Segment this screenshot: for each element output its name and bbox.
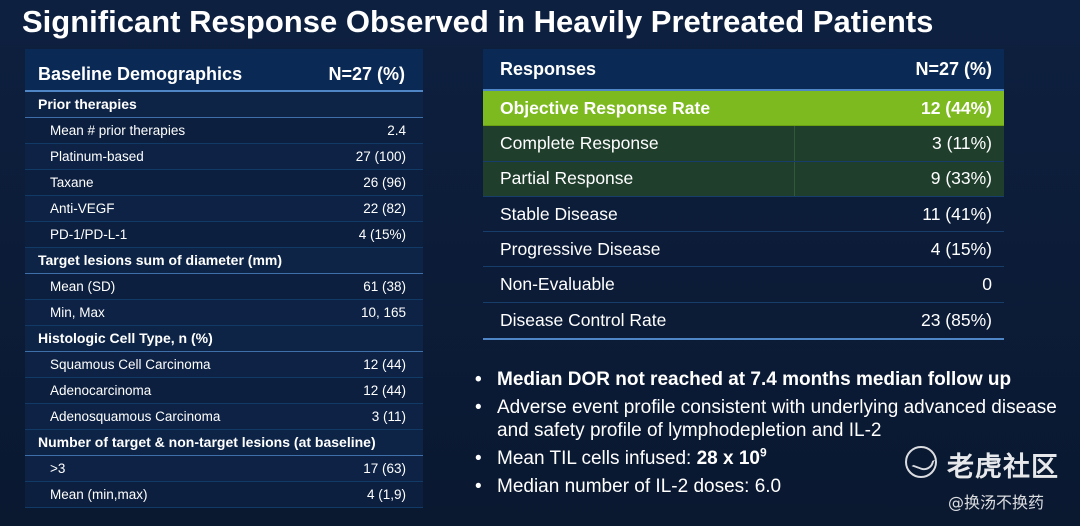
demographics-header: Baseline Demographics N=27 (%) — [25, 49, 423, 92]
watermark-handle: @换汤不换药 — [948, 493, 1045, 512]
responses-table: Responses N=27 (%) Objective Response Ra… — [483, 49, 1004, 341]
bullet-til-value: 28 x 109 — [696, 445, 767, 469]
table-row: PD-1/PD-L-1 4 (15%) — [25, 222, 423, 248]
row-value: 61 (38) — [363, 279, 406, 294]
baseline-demographics-table: Baseline Demographics N=27 (%) Prior the… — [25, 49, 423, 508]
row-value: 4 (1,9) — [366, 487, 406, 502]
row-label: Adenosquamous Carcinoma — [50, 409, 221, 424]
row-label: Stable Disease — [500, 203, 618, 224]
til-value-exponent: 9 — [760, 445, 767, 460]
row-value: 22 (82) — [363, 201, 406, 216]
row-value: 3 (11) — [371, 409, 406, 424]
row-value: 4 (15%) — [930, 238, 992, 259]
responses-header: Responses N=27 (%) — [483, 49, 1004, 91]
progressive-disease-row: Progressive Disease 4 (15%) — [483, 232, 1004, 268]
row-value: 3 (11%) — [932, 132, 992, 153]
table-row: Squamous Cell Carcinoma 12 (44) — [25, 352, 423, 378]
table-row: Adenocarcinoma 12 (44) — [25, 378, 423, 404]
section-target-lesions: Target lesions sum of diameter (mm) — [25, 248, 423, 274]
bullet-til-prefix: Mean TIL cells infused: — [497, 448, 697, 469]
row-value: 12 (44%) — [920, 97, 992, 118]
row-value: 2.4 — [387, 123, 406, 138]
bullet-il2-doses: Median number of IL-2 doses: 6.0 — [475, 475, 1075, 498]
row-label: PD-1/PD-L-1 — [50, 227, 128, 242]
row-label: Partial Response — [500, 168, 634, 189]
key-findings-list: Median DOR not reached at 7.4 months med… — [475, 368, 1075, 503]
row-label: Mean # prior therapies — [50, 123, 186, 138]
row-label: Complete Response — [500, 132, 659, 153]
section-lesion-count: Number of target & non-target lesions (a… — [25, 430, 423, 456]
row-value: 12 (44) — [363, 357, 406, 372]
stable-disease-row: Stable Disease 11 (41%) — [483, 197, 1004, 233]
partial-response-row: Partial Response 9 (33%) — [483, 161, 1004, 197]
row-value: 27 (100) — [355, 149, 406, 164]
row-label: Mean (min,max) — [50, 487, 148, 502]
row-label: Adenocarcinoma — [50, 383, 152, 398]
table-row: Platinum-based 27 (100) — [25, 144, 423, 170]
watermark-brand: 老虎社区 — [947, 452, 1059, 483]
row-value: 11 (41%) — [922, 203, 992, 224]
row-value: 17 (63) — [363, 461, 406, 476]
row-label: Non-Evaluable — [500, 274, 615, 295]
table-row: Mean (min,max) 4 (1,9) — [25, 482, 423, 508]
row-value: 0 — [982, 274, 992, 295]
row-label: Progressive Disease — [500, 238, 661, 259]
disease-control-rate-row: Disease Control Rate 23 (85%) — [483, 303, 1004, 338]
section-prior-therapies: Prior therapies — [25, 92, 423, 118]
complete-response-row: Complete Response 3 (11%) — [483, 126, 1004, 162]
responses-header-label: Responses — [500, 58, 597, 79]
row-label: Squamous Cell Carcinoma — [50, 357, 211, 372]
slide-title: Significant Response Observed in Heavily… — [22, 4, 934, 39]
bullet-adverse-events: Adverse event profile consistent with un… — [475, 396, 1075, 442]
row-label: Disease Control Rate — [500, 309, 667, 330]
table-row: Adenosquamous Carcinoma 3 (11) — [25, 404, 423, 430]
table-row: Mean # prior therapies 2.4 — [25, 118, 423, 144]
bullet-median-dor: Median DOR not reached at 7.4 months med… — [475, 368, 1075, 391]
table-row: Mean (SD) 61 (38) — [25, 274, 423, 300]
row-value: 23 (85%) — [920, 309, 992, 330]
section-histologic-cell-type: Histologic Cell Type, n (%) — [25, 326, 423, 352]
demographics-header-label: Baseline Demographics — [38, 64, 243, 84]
til-value-base: 28 x 10 — [696, 448, 761, 469]
row-label: Anti-VEGF — [50, 201, 115, 216]
watermark-logo-icon — [905, 446, 937, 478]
row-label: Platinum-based — [50, 149, 144, 164]
row-value: 4 (15%) — [358, 227, 406, 242]
row-label: Mean (SD) — [50, 279, 116, 294]
row-value: 9 (33%) — [930, 168, 992, 189]
row-label: Min, Max — [50, 305, 105, 320]
row-value: 26 (96) — [363, 175, 406, 190]
objective-response-rate-row: Objective Response Rate 12 (44%) — [483, 91, 1004, 127]
row-label: >3 — [50, 461, 66, 476]
table-row: Taxane 26 (96) — [25, 170, 423, 196]
table-row: >3 17 (63) — [25, 456, 423, 482]
row-label: Objective Response Rate — [500, 97, 711, 118]
non-evaluable-row: Non-Evaluable 0 — [483, 267, 1004, 303]
row-value: 10, 165 — [360, 305, 406, 320]
bullet-til-cells: Mean TIL cells infused: 28 x 109 — [475, 447, 1075, 470]
table-row: Anti-VEGF 22 (82) — [25, 196, 423, 222]
table-row: Min, Max 10, 165 — [25, 300, 423, 326]
demographics-header-value: N=27 (%) — [328, 64, 405, 84]
row-value: 12 (44) — [363, 383, 406, 398]
responses-header-value: N=27 (%) — [915, 58, 992, 79]
row-label: Taxane — [50, 175, 94, 190]
